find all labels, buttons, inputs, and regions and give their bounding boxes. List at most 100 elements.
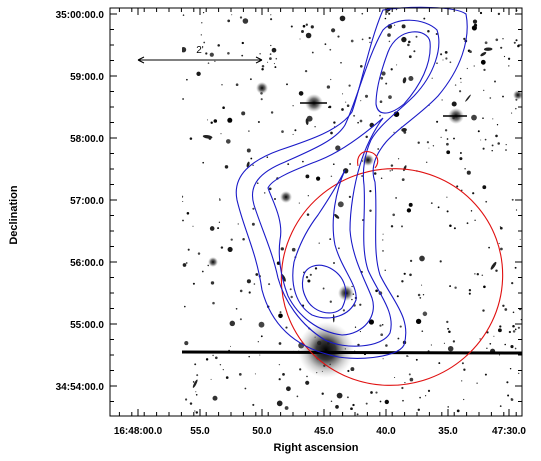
star	[268, 187, 272, 191]
star	[210, 121, 213, 124]
star	[517, 326, 521, 329]
star	[373, 172, 377, 175]
star	[417, 293, 421, 297]
star	[270, 44, 272, 47]
star	[259, 52, 261, 55]
star	[290, 295, 293, 299]
star	[192, 225, 194, 227]
bright-star	[256, 82, 268, 94]
star	[326, 85, 331, 89]
star	[469, 50, 472, 54]
star	[252, 164, 254, 166]
star	[422, 311, 428, 317]
star	[354, 326, 357, 328]
galaxy	[401, 127, 407, 132]
star	[202, 161, 205, 164]
star	[489, 97, 492, 99]
star	[361, 38, 364, 41]
star	[415, 358, 418, 361]
star	[388, 95, 392, 99]
star	[498, 354, 501, 356]
x-tick-label: 16:48:00.0	[114, 426, 163, 437]
star	[324, 43, 327, 46]
star	[477, 130, 480, 133]
star	[370, 391, 373, 394]
star	[395, 196, 398, 199]
star	[382, 233, 384, 235]
star	[289, 288, 292, 291]
star	[261, 67, 264, 71]
star	[269, 57, 272, 60]
star	[332, 163, 335, 166]
star	[368, 36, 371, 40]
star	[195, 393, 198, 396]
star	[389, 170, 391, 172]
star	[270, 111, 274, 114]
star	[468, 292, 471, 295]
star	[382, 358, 384, 360]
star	[337, 35, 340, 38]
star	[330, 175, 333, 178]
star	[351, 285, 353, 288]
star	[201, 22, 203, 24]
star	[305, 23, 308, 26]
y-tick-label: 56:00.0	[70, 258, 104, 269]
star	[318, 242, 320, 244]
star	[286, 83, 288, 86]
star	[248, 130, 250, 132]
galaxy	[192, 379, 198, 388]
star	[380, 76, 384, 80]
star	[459, 90, 462, 93]
star	[258, 321, 265, 328]
star	[380, 177, 383, 179]
star	[428, 147, 430, 149]
star	[369, 209, 372, 213]
star	[461, 362, 464, 365]
star	[321, 392, 324, 395]
star	[345, 101, 347, 103]
star	[466, 170, 471, 175]
star	[285, 326, 288, 329]
star	[356, 413, 359, 416]
star	[511, 112, 513, 114]
star	[474, 219, 476, 222]
star	[251, 222, 255, 226]
star	[473, 65, 475, 67]
star	[237, 223, 239, 225]
star	[508, 65, 510, 67]
star	[502, 38, 504, 40]
star	[408, 75, 414, 82]
star	[273, 197, 277, 201]
star	[244, 387, 247, 390]
star	[291, 247, 296, 252]
star	[304, 69, 308, 73]
star	[379, 114, 381, 117]
star	[270, 14, 272, 16]
star	[225, 139, 231, 144]
star	[484, 373, 487, 376]
star	[189, 137, 193, 140]
star	[350, 407, 353, 411]
star	[466, 67, 468, 70]
star	[210, 281, 215, 285]
star	[360, 100, 362, 102]
star	[514, 266, 517, 269]
star	[496, 124, 499, 126]
star	[307, 195, 309, 197]
star	[225, 376, 229, 379]
star	[512, 324, 515, 328]
star	[322, 287, 325, 290]
x-tick-label: 45.0	[314, 426, 334, 437]
star	[229, 345, 232, 347]
star	[481, 274, 484, 277]
star	[451, 101, 457, 107]
red-ellipse	[280, 168, 504, 386]
scale-bar-label: 2'	[196, 45, 204, 56]
star	[423, 17, 426, 20]
star	[419, 255, 425, 262]
star	[454, 286, 457, 289]
y-tick-label: 34:54:00.0	[56, 382, 105, 393]
star	[187, 248, 190, 251]
star	[493, 335, 495, 337]
